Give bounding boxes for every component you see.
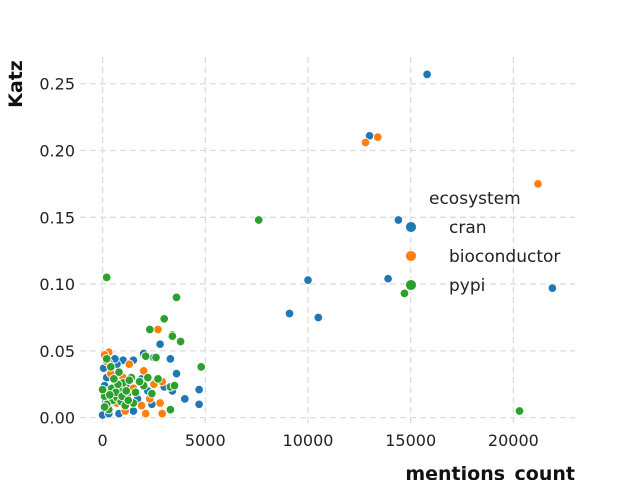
- pypi-point: [196, 362, 206, 372]
- pypi-point: [130, 387, 141, 398]
- pypi-point: [140, 351, 151, 361]
- pypi-point: [114, 367, 124, 377]
- pypi-point: [145, 324, 155, 335]
- pypi-point: [123, 395, 134, 406]
- pypi-point: [101, 272, 112, 283]
- pypi-point: [253, 215, 264, 225]
- y-axis-title: Katz: [5, 60, 27, 108]
- pypi-point: [165, 404, 176, 415]
- cran-point: [303, 275, 313, 285]
- cran-point: [165, 354, 176, 364]
- bioconductor-point: [533, 179, 543, 189]
- y-tick-label: 0.25: [39, 75, 75, 94]
- pypi-point: [151, 352, 161, 363]
- pypi-point: [121, 386, 131, 396]
- cran-point: [194, 399, 204, 410]
- bioconductor-point: [153, 324, 163, 335]
- pypi-point: [143, 372, 153, 383]
- pypi-legend-marker: [405, 279, 417, 291]
- x-axis-title: mentions_count: [405, 463, 575, 480]
- tick-labels: 0 5000 10000 15000 20000 0.00 0.05 0.10 0.15 0.20…: [39, 75, 538, 450]
- bioconductor-point: [360, 137, 371, 148]
- y-tick-label: 0.20: [39, 142, 75, 161]
- pypi-point: [169, 380, 180, 391]
- pypi-point: [167, 331, 178, 341]
- bioconductor-legend-label: bioconductor: [449, 247, 560, 267]
- grid-layer: [80, 57, 575, 427]
- cran-point: [393, 215, 404, 225]
- bioconductor-point: [124, 359, 135, 369]
- pypi-point: [106, 362, 116, 372]
- cran-point: [383, 273, 393, 284]
- x-tick-label: 10000: [283, 431, 334, 450]
- cran-point: [128, 406, 139, 416]
- bioconductor-point: [138, 366, 149, 376]
- cran-point: [180, 394, 190, 404]
- pypi-point: [175, 336, 186, 347]
- pypi-point: [153, 374, 163, 384]
- x-tick-label: 5000: [185, 431, 226, 450]
- cran-point: [313, 312, 324, 323]
- bioconductor-point: [157, 408, 167, 419]
- pypi-point: [514, 406, 525, 416]
- bioconductor-point: [140, 408, 151, 419]
- points-layer: [97, 69, 558, 420]
- cran-point: [284, 308, 295, 319]
- x-tick-label: 15000: [385, 431, 436, 450]
- x-tick-label: 20000: [488, 431, 539, 450]
- bioconductor-point: [155, 398, 165, 408]
- cran-point: [155, 339, 165, 349]
- bioconductor-legend-marker: [405, 250, 417, 262]
- y-tick-label: 0.05: [39, 342, 75, 361]
- pypi-point: [124, 375, 135, 385]
- pypi-point: [134, 376, 145, 387]
- y-tick-label: 0.00: [39, 409, 75, 428]
- y-tick-label: 0.15: [39, 208, 75, 227]
- pypi-point: [399, 288, 410, 299]
- y-tick-label: 0.10: [39, 275, 75, 294]
- pypi-point: [171, 292, 182, 303]
- pypi-point: [99, 402, 110, 412]
- cran-point: [422, 69, 432, 80]
- pypi-legend-label: pypi: [449, 276, 485, 296]
- legend: ecosystem cran bioconductor pypi: [405, 189, 560, 296]
- legend-title: ecosystem: [429, 189, 521, 209]
- cran-point: [547, 283, 558, 293]
- pypi-point: [159, 314, 169, 324]
- cran-legend-marker: [405, 221, 417, 233]
- pypi-point: [109, 374, 119, 384]
- bioconductor-point: [136, 400, 147, 411]
- cran-point: [194, 384, 204, 395]
- bioconductor-point: [373, 132, 383, 142]
- pypi-point: [147, 388, 157, 399]
- cran-point: [171, 368, 182, 379]
- pypi-point: [105, 390, 115, 400]
- cran-legend-label: cran: [449, 218, 487, 238]
- pypi-point: [97, 384, 108, 395]
- x-tick-label: 0: [97, 431, 107, 450]
- pypi-point: [101, 354, 112, 364]
